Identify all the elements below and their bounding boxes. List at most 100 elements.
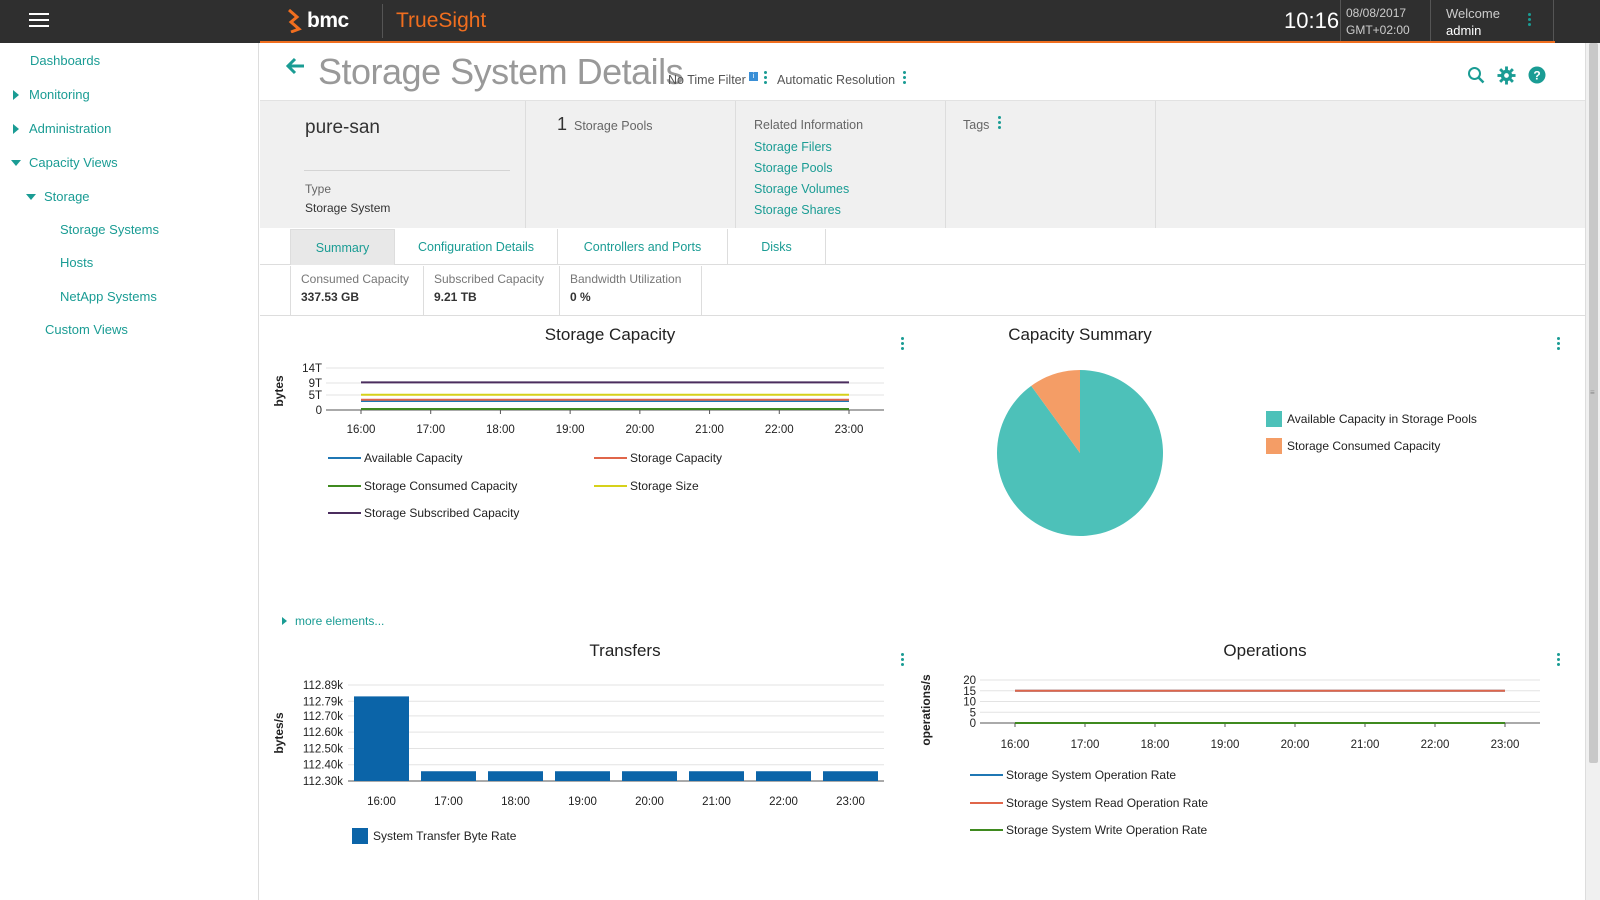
- sidebar-item-monitoring[interactable]: Monitoring: [13, 87, 90, 102]
- accent-line: [260, 41, 1555, 43]
- type-value: Storage System: [305, 201, 391, 215]
- x-tick-label: 20:00: [1281, 739, 1310, 751]
- legend-item[interactable]: Storage Size: [594, 479, 699, 493]
- metric-consumed-capacity: Consumed Capacity 337.53 GB: [290, 266, 424, 316]
- sidebar-item-hosts[interactable]: Hosts: [60, 255, 93, 270]
- y-tick-label: 14T: [302, 363, 322, 375]
- welcome-box[interactable]: Welcome admin: [1446, 5, 1500, 39]
- menu-icon[interactable]: [29, 13, 49, 29]
- x-tick-label: 18:00: [1141, 739, 1170, 751]
- legend-item[interactable]: Storage System Read Operation Rate: [970, 796, 1208, 810]
- more-elements-link[interactable]: more elements...: [282, 614, 384, 628]
- more-elements-label: more elements...: [295, 614, 385, 628]
- tags-kebab-icon[interactable]: [998, 116, 1001, 129]
- x-tick-label: 23:00: [836, 796, 865, 808]
- y-tick-label: 10: [963, 697, 976, 709]
- bar: [756, 771, 811, 781]
- chart-menu-kebab-icon[interactable]: [901, 653, 904, 666]
- legend-swatch: [970, 802, 1003, 804]
- legend-swatch: [970, 774, 1003, 776]
- legend-label: Storage Capacity: [630, 451, 723, 465]
- legend-label: Storage Consumed Capacity: [364, 479, 518, 493]
- gear-icon[interactable]: [1497, 66, 1516, 85]
- sidebar-item-label: Storage Systems: [60, 222, 159, 237]
- x-tick-label: 21:00: [695, 424, 724, 436]
- sidebar-item-administration[interactable]: Administration: [13, 121, 111, 136]
- sidebar-item-label: Storage: [44, 189, 90, 204]
- chart-menu-kebab-icon[interactable]: [1557, 337, 1560, 350]
- legend-item[interactable]: Available Capacity: [328, 451, 463, 465]
- expand-arrow-icon: [13, 123, 19, 134]
- legend-item[interactable]: Storage System Write Operation Rate: [970, 823, 1207, 837]
- chart-menu-kebab-icon[interactable]: [901, 337, 904, 350]
- info-icon[interactable]: i: [749, 72, 758, 81]
- sidebar-item-storage[interactable]: Storage: [26, 189, 90, 204]
- y-tick-label: 20: [963, 675, 976, 687]
- system-name: pure-san: [305, 117, 380, 138]
- divider: [1553, 0, 1554, 43]
- legend-swatch: [970, 829, 1003, 831]
- sidebar-item-label: Capacity Views: [29, 155, 118, 170]
- legend-item[interactable]: Storage Consumed Capacity: [328, 479, 517, 493]
- bar: [354, 696, 409, 781]
- legend-swatch: [1266, 411, 1282, 427]
- legend-item[interactable]: Storage Capacity: [594, 451, 722, 465]
- metric-value: 9.21 TB: [434, 290, 477, 304]
- help-icon[interactable]: ?: [1528, 66, 1546, 84]
- legend-item[interactable]: System Transfer Byte Rate: [352, 828, 516, 844]
- chart-menu-kebab-icon[interactable]: [1557, 653, 1560, 666]
- y-tick-label: 5: [970, 707, 976, 719]
- tab-disks[interactable]: Disks: [728, 229, 826, 265]
- x-tick-label: 17:00: [416, 424, 445, 436]
- user-menu-kebab-icon[interactable]: [1528, 13, 1531, 26]
- link-storage-pools[interactable]: Storage Pools: [754, 161, 833, 175]
- date-box: 08/08/2017 GMT+02:00: [1346, 5, 1410, 39]
- legend-item[interactable]: Storage Subscribed Capacity: [328, 506, 519, 520]
- time-filter-kebab-icon[interactable]: [764, 71, 767, 84]
- x-tick-label: 19:00: [568, 796, 597, 808]
- tab-controllers-and-ports[interactable]: Controllers and Ports: [558, 229, 728, 265]
- resolution-kebab-icon[interactable]: [903, 71, 906, 84]
- bmc-logo[interactable]: bmc: [287, 8, 349, 34]
- legend-swatch: [594, 457, 627, 459]
- system-info-panel: pure-san Type Storage System 1 Storage P…: [260, 100, 1585, 228]
- sidebar-item-label: NetApp Systems: [60, 289, 157, 304]
- clock: 10:16: [1284, 8, 1340, 33]
- legend-label: Storage Size: [630, 479, 699, 493]
- legend-label: Storage Consumed Capacity: [1287, 439, 1441, 453]
- sidebar-item-netapp-systems[interactable]: NetApp Systems: [60, 289, 157, 304]
- legend-label: Available Capacity: [364, 451, 463, 465]
- y-tick-label: 9T: [309, 378, 322, 390]
- bar: [555, 771, 610, 781]
- x-tick-label: 19:00: [556, 424, 585, 436]
- collapse-arrow-icon: [26, 193, 36, 200]
- svg-text:?: ?: [1533, 69, 1540, 83]
- sidebar-item-custom-views[interactable]: Custom Views: [45, 322, 128, 337]
- link-storage-filers[interactable]: Storage Filers: [754, 140, 832, 154]
- legend-item[interactable]: Storage System Operation Rate: [970, 768, 1176, 782]
- x-tick-label: 22:00: [765, 424, 794, 436]
- search-icon[interactable]: [1467, 66, 1485, 84]
- vertical-scrollbar[interactable]: ≡: [1585, 43, 1600, 900]
- tab-summary[interactable]: Summary: [290, 229, 395, 265]
- logo-divider: [382, 4, 383, 38]
- link-storage-shares[interactable]: Storage Shares: [754, 203, 841, 217]
- tab-configuration-details[interactable]: Configuration Details: [395, 229, 558, 265]
- link-storage-volumes[interactable]: Storage Volumes: [754, 182, 850, 196]
- legend-item[interactable]: Storage Consumed Capacity: [1266, 438, 1440, 454]
- legend-item[interactable]: Available Capacity in Storage Pools: [1266, 411, 1477, 427]
- y-tick-label: 112.70k: [303, 711, 343, 723]
- sidebar-item-capacity-views[interactable]: Capacity Views: [11, 155, 118, 170]
- legend-swatch: [1266, 438, 1282, 454]
- legend-label: System Transfer Byte Rate: [373, 829, 517, 843]
- back-arrow-icon[interactable]: [286, 57, 306, 75]
- y-tick-label: 112.79k: [303, 696, 343, 708]
- time-filter[interactable]: No Time Filter: [668, 73, 746, 87]
- sidebar-item-storage-systems[interactable]: Storage Systems: [60, 222, 159, 237]
- resolution-selector[interactable]: Automatic Resolution: [777, 73, 896, 87]
- chart-title: Storage Capacity: [544, 325, 676, 344]
- user-name: admin: [1446, 23, 1482, 38]
- scrollbar-thumb[interactable]: [1589, 43, 1598, 763]
- sidebar-item-dashboards[interactable]: Dashboards: [30, 53, 100, 68]
